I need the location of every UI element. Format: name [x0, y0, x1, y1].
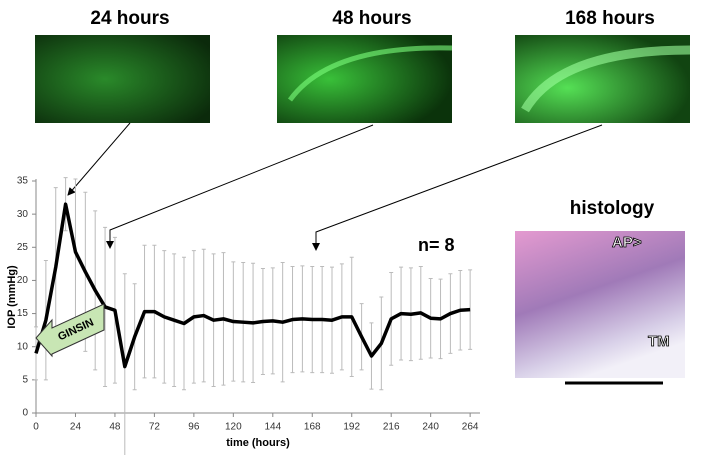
data-line	[34, 202, 471, 369]
y-tick-label: 10	[17, 341, 29, 352]
panels: 24 hours 48 hours 168 hours	[35, 8, 691, 251]
x-tick-label: 72	[149, 422, 161, 433]
y-tick-label: 15	[17, 308, 29, 319]
panel-label: 48 hours	[332, 8, 411, 29]
image-detail	[287, 45, 453, 102]
x-tick-label: 240	[422, 422, 439, 433]
annotation: n= 8	[418, 235, 455, 255]
x-tick-label: 48	[109, 422, 121, 433]
y-tick-label: 5	[22, 374, 28, 385]
y-axis-label: IOP (mmHg)	[6, 265, 18, 329]
x-tick-label: 264	[462, 422, 479, 433]
image-detail	[521, 45, 691, 113]
arrow	[106, 124, 374, 249]
x-tick-label: 0	[33, 422, 39, 433]
histology: histology AP> TM	[515, 198, 685, 385]
y-tick-label: 35	[17, 176, 29, 187]
x-tick-label: 144	[264, 422, 281, 433]
x-tick-label: 120	[225, 422, 242, 433]
ginsin-arrow	[35, 303, 105, 358]
x-tick-label: 192	[343, 422, 360, 433]
arrow	[67, 122, 131, 196]
arrow	[312, 124, 603, 251]
x-tick-label: 24	[70, 422, 82, 433]
image	[515, 231, 685, 378]
y-tick-label: 20	[17, 275, 29, 286]
x-tick-label: 216	[383, 422, 400, 433]
y-tick-label: 25	[17, 242, 29, 253]
panel-label: 168 hours	[565, 8, 655, 29]
histology-label: TM	[648, 333, 670, 350]
histology-label: AP>	[612, 234, 642, 251]
panel-label: 24 hours	[90, 8, 169, 29]
y-tick-label: 30	[17, 209, 29, 220]
x-tick-label: 96	[188, 422, 200, 433]
plot: 2642402161921681441209672482403530252015…	[6, 176, 480, 455]
x-axis-label: time (hours)	[226, 437, 290, 449]
histology-title: histology	[570, 198, 655, 219]
x-tick-label: 168	[304, 422, 321, 433]
y-tick-label: 0	[22, 408, 28, 419]
image	[35, 35, 210, 123]
error-bar	[34, 326, 38, 381]
